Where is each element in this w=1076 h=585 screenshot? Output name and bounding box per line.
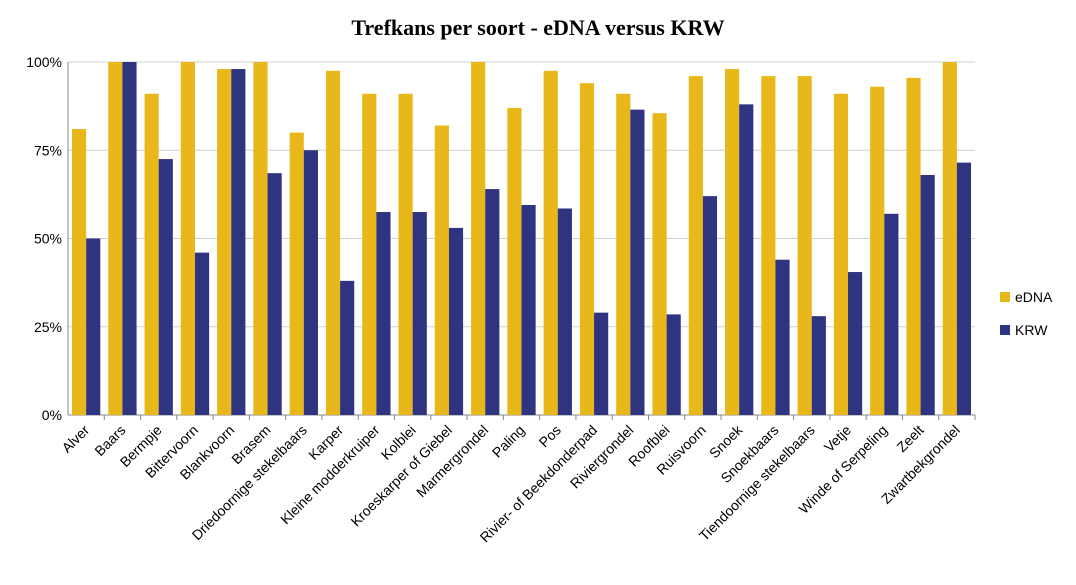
y-tick-label: 75% — [34, 142, 62, 158]
x-tick-label: Alver — [58, 422, 92, 456]
legend-label: eDNA — [1015, 289, 1053, 305]
legend-swatch — [1000, 292, 1010, 302]
bar — [325, 70, 341, 415]
bar — [739, 104, 754, 416]
y-tick-label: 0% — [42, 407, 62, 423]
bar — [797, 76, 812, 416]
bar — [630, 109, 645, 415]
bar — [303, 150, 318, 415]
bar — [412, 212, 427, 415]
bar — [108, 62, 123, 415]
bar — [485, 189, 500, 415]
bar — [761, 76, 776, 416]
bar — [543, 70, 558, 415]
bar — [594, 312, 609, 415]
bar — [884, 213, 899, 415]
bar — [267, 173, 282, 415]
bar — [906, 77, 921, 415]
bar — [688, 76, 703, 416]
bar — [71, 129, 87, 415]
bar — [521, 204, 536, 415]
y-tick-label: 50% — [34, 231, 62, 247]
legend-swatch — [1000, 325, 1010, 335]
x-tick-label: Pos — [536, 422, 564, 450]
legend-label: KRW — [1015, 322, 1048, 338]
bar — [507, 107, 522, 415]
bar — [253, 62, 268, 415]
bar — [231, 69, 246, 415]
bar — [616, 93, 631, 416]
bar — [448, 227, 464, 415]
bar — [180, 62, 195, 415]
bar — [398, 93, 413, 416]
bar — [86, 238, 101, 415]
bar — [144, 93, 159, 416]
bar — [833, 93, 849, 416]
bar — [848, 272, 863, 415]
bar — [579, 83, 595, 416]
x-tick-label: Paling — [489, 422, 528, 461]
bar — [725, 69, 740, 415]
bar — [811, 316, 826, 415]
bar — [870, 86, 885, 416]
bar — [289, 132, 304, 415]
bar — [775, 259, 790, 415]
bar — [956, 162, 972, 415]
bar — [122, 62, 137, 415]
x-tick-label: Zeelt — [893, 422, 926, 455]
bar — [666, 314, 681, 415]
chart-title: Trefkans per soort - eDNA versus KRW — [351, 15, 724, 40]
bar — [217, 69, 232, 415]
bar — [652, 113, 667, 415]
bar — [340, 280, 355, 415]
bar — [434, 125, 449, 415]
bar — [557, 208, 572, 415]
bar — [920, 174, 935, 415]
y-tick-label: 100% — [26, 54, 62, 70]
bar — [376, 212, 391, 415]
x-tick-label: Vetje — [821, 422, 854, 455]
bar — [942, 62, 957, 415]
bar — [471, 62, 486, 415]
bar — [702, 196, 718, 415]
bar — [194, 252, 210, 415]
bar — [362, 93, 377, 416]
y-tick-label: 25% — [34, 319, 62, 335]
bar — [158, 159, 173, 415]
